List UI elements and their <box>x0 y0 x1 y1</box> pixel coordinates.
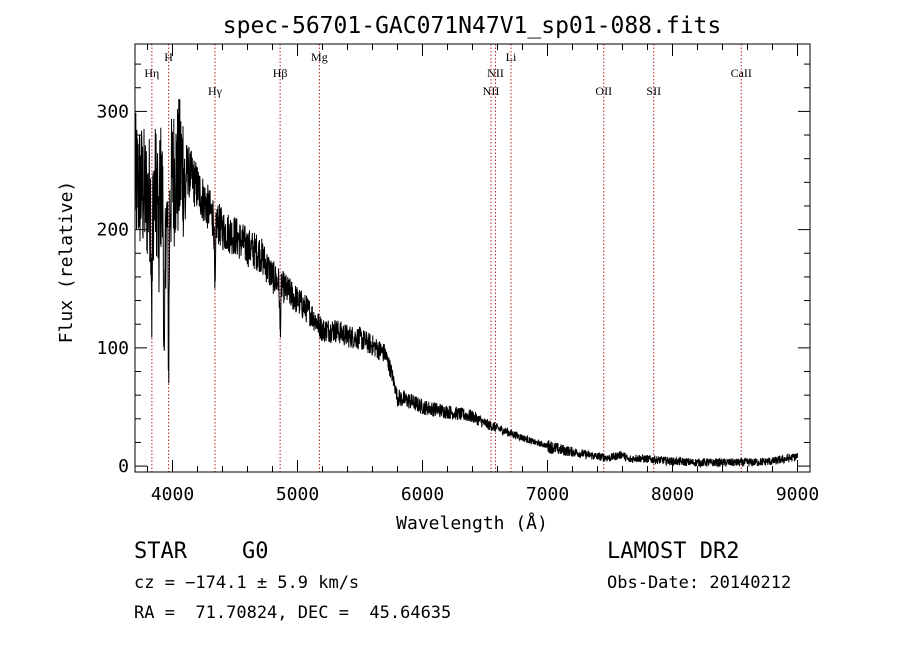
line-marker-label: NII <box>483 84 500 98</box>
line-marker-label: Hβ <box>273 66 288 80</box>
y-tick-label: 200 <box>96 220 129 241</box>
spectrum-series <box>134 99 798 469</box>
obs-date: Obs-Date: 20140212 <box>607 573 792 593</box>
redshift-text: cz = −174.1 ± 5.9 km/s <box>134 573 360 593</box>
line-marker-label: SII <box>646 84 661 98</box>
x-tick-label: 4000 <box>151 484 194 505</box>
line-marker-label: OII <box>595 84 612 98</box>
spectrum-line <box>134 99 798 469</box>
y-tick-label: 300 <box>96 101 129 122</box>
line-marker-label: Hη <box>144 66 159 80</box>
line-marker-label: NII <box>487 66 504 80</box>
line-marker-label: Li <box>506 50 517 64</box>
line-marker-label: Mg <box>311 50 328 64</box>
y-axis-label: Flux (relative) <box>56 181 77 344</box>
plot-frame <box>134 43 811 473</box>
x-tick-label: 5000 <box>276 484 319 505</box>
object-class: STAR <box>134 539 187 564</box>
chart-title: spec-56701-GAC071N47V1_sp01-088.fits <box>223 13 722 39</box>
survey-label: LAMOST DR2 <box>607 539 740 564</box>
x-tick-label: 9000 <box>776 484 819 505</box>
coordinates-text: RA = 71.70824, DEC = 45.64635 <box>134 603 452 623</box>
x-tick-label: 7000 <box>526 484 569 505</box>
x-axis-label: Wavelength (Å) <box>396 512 548 534</box>
x-tick-label: 8000 <box>651 484 694 505</box>
y-tick-label: 0 <box>118 456 129 477</box>
y-tick-label: 100 <box>96 338 129 359</box>
line-marker-label: H <box>164 50 173 64</box>
axis-ticks: 4000 5000 6000 7000 8000 9000 0 100 200 300 <box>96 44 819 505</box>
x-tick-label: 6000 <box>401 484 444 505</box>
line-marker-label: Hγ <box>208 84 223 98</box>
object-subclass: G0 <box>242 539 269 564</box>
line-marker-label: CaII <box>731 66 752 80</box>
